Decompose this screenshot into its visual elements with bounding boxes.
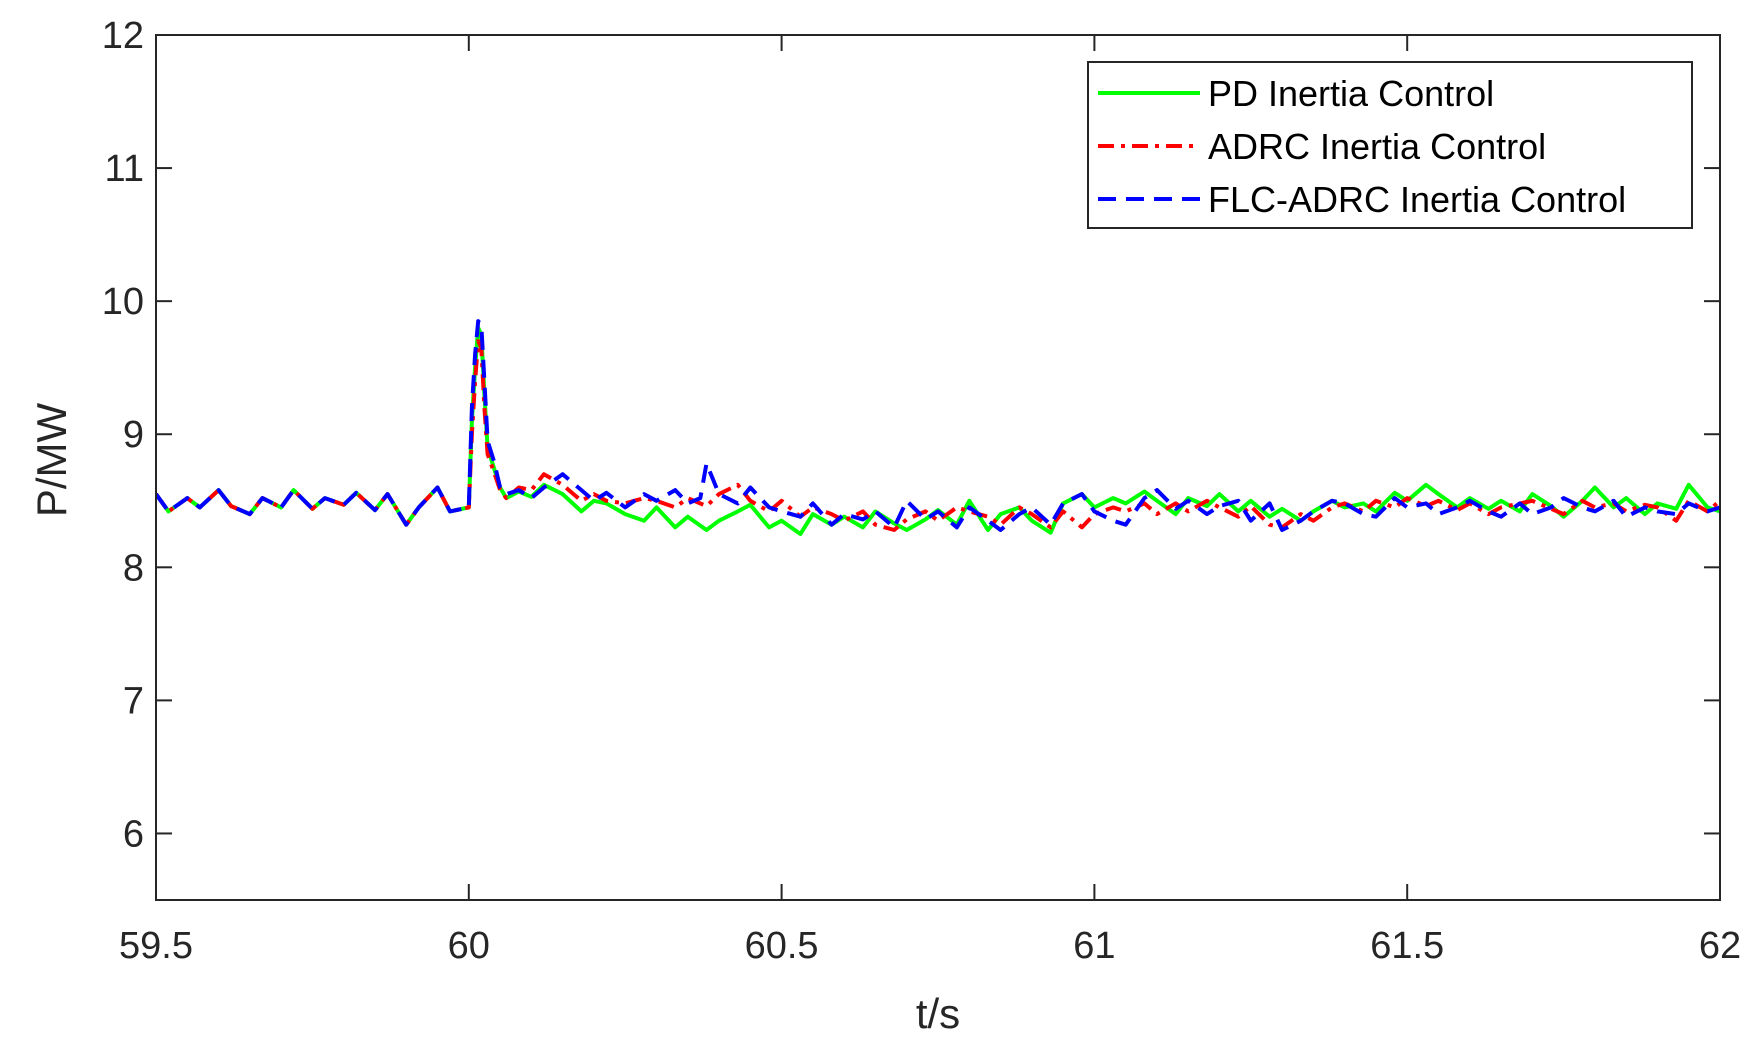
y-tick-label: 10 xyxy=(102,281,144,323)
y-axis-label: P/MW xyxy=(28,402,75,517)
legend-label-2: ADRC Inertia Control xyxy=(1208,126,1546,167)
tick-marks xyxy=(155,34,1721,900)
y-tick-label: 6 xyxy=(123,813,144,855)
x-tick-label: 62 xyxy=(1699,925,1741,967)
x-tick-label: 59.5 xyxy=(119,925,193,967)
x-tick-labels: 59.5 60 60.5 61 61.5 62 xyxy=(119,925,1741,967)
plot-frame xyxy=(155,34,1721,901)
series-line-3 xyxy=(156,319,1720,532)
legend-label-3: FLC-ADRC Inertia Control xyxy=(1208,179,1626,220)
y-tick-label: 9 xyxy=(123,414,144,456)
legend-label-1: PD Inertia Control xyxy=(1208,73,1494,114)
legend: PD Inertia Control ADRC Inertia Control FL… xyxy=(1087,61,1693,229)
x-axis-label: t/s xyxy=(916,990,960,1037)
x-tick-label: 60.5 xyxy=(745,925,819,967)
y-tick-labels: 6 7 8 9 10 11 12 xyxy=(102,15,144,855)
y-tick-label: 11 xyxy=(105,148,144,190)
series-layer xyxy=(156,319,1720,536)
x-tick-label: 61.5 xyxy=(1370,925,1444,967)
y-tick-label: 8 xyxy=(123,547,144,589)
y-tick-label: 7 xyxy=(123,680,144,722)
series-line-2 xyxy=(156,339,1720,532)
x-tick-label: 61 xyxy=(1073,925,1115,967)
x-tick-label: 60 xyxy=(448,925,490,967)
y-tick-label: 12 xyxy=(102,15,144,57)
